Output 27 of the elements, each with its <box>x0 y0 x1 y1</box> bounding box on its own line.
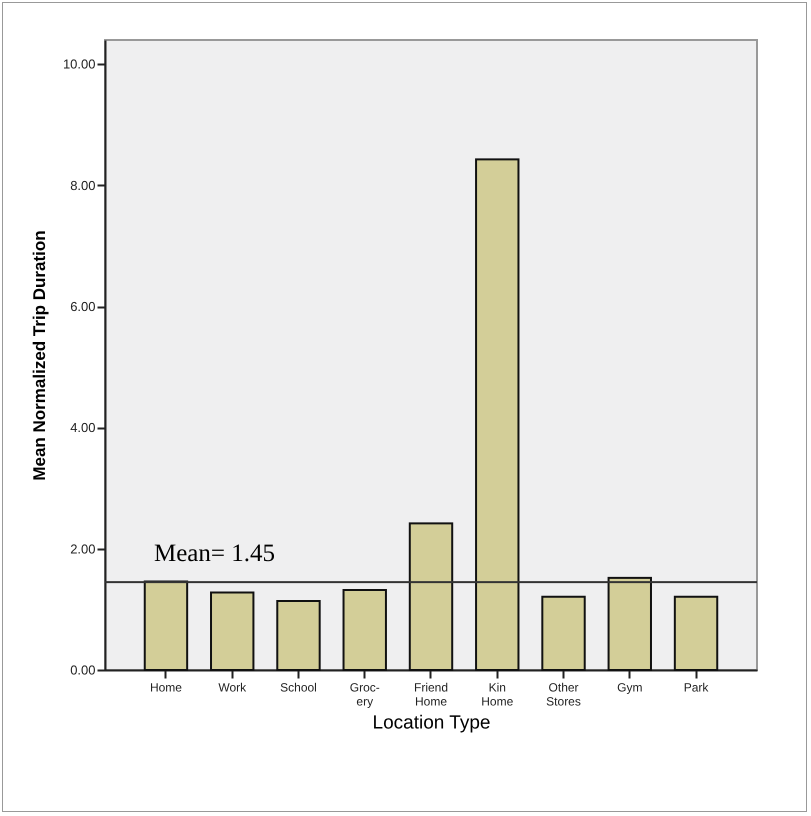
bar <box>276 600 321 671</box>
x-tick-label: Kin Home <box>481 680 514 708</box>
y-tick-label: 8.00 <box>70 178 96 193</box>
x-axis-title: Location Type <box>372 712 490 734</box>
y-tick-label: 6.00 <box>70 299 96 314</box>
bar <box>608 576 652 671</box>
y-tick-label: 0.00 <box>70 662 96 678</box>
ref-line-label: Mean= 1.45 <box>154 540 275 568</box>
bar <box>475 158 520 671</box>
bar <box>144 580 188 671</box>
bar <box>408 522 454 671</box>
bar <box>342 589 387 671</box>
bar <box>541 596 586 671</box>
x-tick-label: Groc- ery <box>350 680 380 708</box>
y-tick-label: 4.00 <box>70 420 96 436</box>
x-tick-label: School <box>280 680 317 694</box>
x-tick-label: Gym <box>617 680 642 694</box>
y-tick-label: 10.00 <box>62 56 96 72</box>
x-tick-label: Home <box>150 680 182 694</box>
bar <box>210 591 254 671</box>
bar <box>674 596 718 671</box>
y-axis-title: Mean Normalized Trip Duration <box>30 230 49 481</box>
x-tick-label: Work <box>218 680 248 694</box>
y-tick-label: 2.00 <box>70 541 96 556</box>
x-tick-label: Park <box>684 680 710 694</box>
x-tick-label: Friend Home <box>414 680 448 708</box>
x-tick-label: Other Stores <box>546 680 581 708</box>
